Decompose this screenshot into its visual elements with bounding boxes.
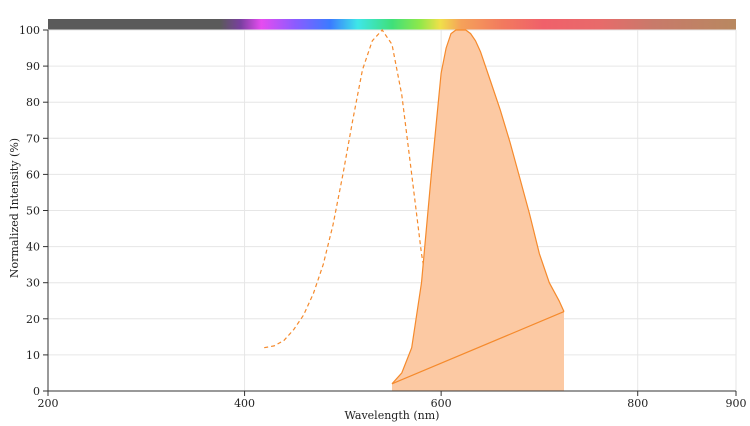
series-line-2 — [391, 311, 565, 385]
x-tick-label: 800 — [627, 397, 648, 410]
y-tick-label: 30 — [26, 277, 40, 290]
grid — [47, 29, 737, 392]
spectrum-color-bar — [48, 19, 736, 30]
x-tick-label: 200 — [38, 397, 59, 410]
emission-line — [391, 29, 565, 385]
y-axis-title: Normalized Intensity (%) — [8, 138, 21, 278]
y-tick-label: 80 — [26, 96, 40, 109]
y-tick-label: 60 — [26, 168, 40, 181]
x-axis-title: Wavelength (nm) — [345, 409, 440, 422]
x-tick-label: 400 — [234, 397, 255, 410]
axes: 200 400 600 800 900 0 10 20 30 40 50 60 70 80 90 100 — [19, 24, 747, 410]
emission-area — [392, 30, 564, 391]
y-tick-label: 50 — [26, 205, 40, 218]
y-tick-label: 0 — [33, 385, 40, 398]
y-tick-label: 90 — [26, 60, 40, 73]
y-tick-label: 40 — [26, 241, 40, 254]
y-tick-label: 20 — [26, 313, 40, 326]
x-tick-label: 900 — [726, 397, 747, 410]
series-layer — [264, 29, 565, 391]
y-tick-label: 10 — [26, 349, 40, 362]
x-tick-label: 600 — [431, 397, 452, 410]
y-tick-label: 70 — [26, 132, 40, 145]
y-tick-label: 100 — [19, 24, 40, 37]
